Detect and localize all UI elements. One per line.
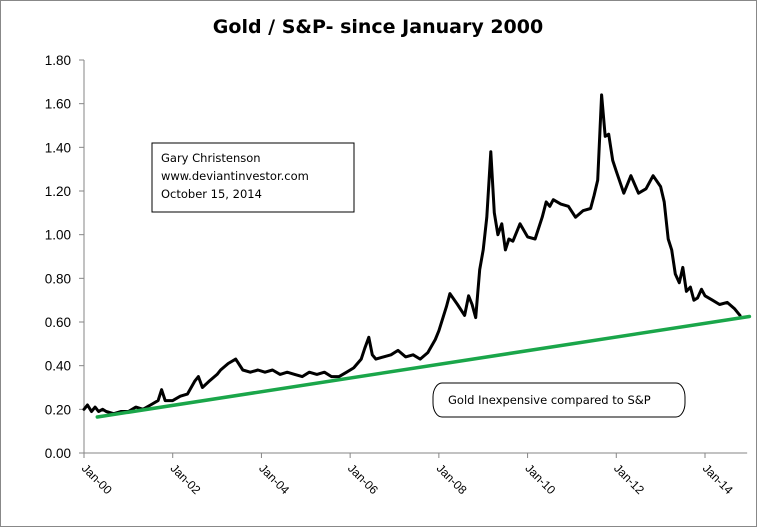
y-tick-label: 0.20 — [45, 402, 71, 417]
y-tick-label: 0.40 — [45, 359, 71, 374]
y-tick-label: 0.00 — [45, 446, 71, 461]
x-tick-label: Jan-04 — [256, 461, 292, 497]
author-website: www.deviantinvestor.com — [161, 169, 309, 183]
x-axis: Jan-00 Jan-02 Jan-04 Jan-06 Jan-08 Jan-10 Jan-… — [79, 452, 748, 497]
author-note: Gary Christenson www.deviantinvestor.com… — [151, 142, 355, 213]
callout-text: Gold Inexpensive compared to S&P — [448, 393, 651, 407]
callout: Gold Inexpensive compared to S&P — [432, 382, 686, 418]
callout-box — [432, 382, 686, 418]
y-tick-label: 1.60 — [45, 97, 71, 112]
x-tick-label: Jan-12 — [611, 461, 647, 497]
author-name: Gary Christenson — [161, 151, 261, 165]
x-tick-label: Jan-14 — [700, 461, 736, 497]
y-tick-label: 1.40 — [45, 140, 71, 155]
chart-title: Gold / S&P- since January 2000 — [213, 16, 543, 38]
x-tick-label: Jan-06 — [345, 461, 381, 497]
y-tick-label: 0.80 — [45, 271, 71, 286]
series-layer — [82, 93, 752, 419]
x-tick-label: Jan-08 — [434, 461, 470, 497]
x-tick-label: Jan-00 — [79, 461, 115, 497]
author-date: October 15, 2014 — [161, 187, 262, 201]
x-tick-label: Jan-02 — [168, 461, 204, 497]
author-note-box — [151, 142, 355, 213]
y-tick-label: 1.00 — [45, 228, 71, 243]
trend-line — [95, 314, 752, 419]
y-tick-label: 1.80 — [45, 53, 71, 68]
y-tick-label: 0.60 — [45, 315, 71, 330]
y-tick-label: 1.20 — [45, 184, 71, 199]
gold-sp-ratio-line — [82, 93, 742, 416]
x-tick-label: Jan-10 — [522, 461, 558, 497]
y-axis: 0.00 0.20 0.40 0.60 0.80 1.00 1.20 1.40 1.60 1.80 — [45, 53, 85, 461]
